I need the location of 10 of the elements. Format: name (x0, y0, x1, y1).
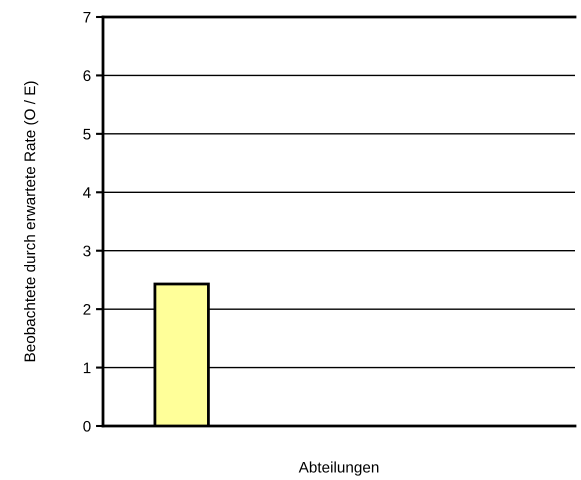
y-tick-label: 5 (83, 128, 91, 140)
y-tick-label: 3 (83, 246, 91, 256)
y-axis-title: Beobachtete durch erwartete Rate (O / E) (24, 81, 38, 362)
y-tick-label: 4 (83, 187, 91, 198)
y-tick-label: 2 (83, 304, 90, 315)
y-tick-label: 0 (83, 420, 91, 432)
y-tick-label: 6 (83, 70, 91, 82)
y-tick-label: 1 (84, 362, 90, 374)
y-tick-label: 7 (83, 12, 90, 23)
x-axis-title: Abteilungen (298, 461, 378, 476)
